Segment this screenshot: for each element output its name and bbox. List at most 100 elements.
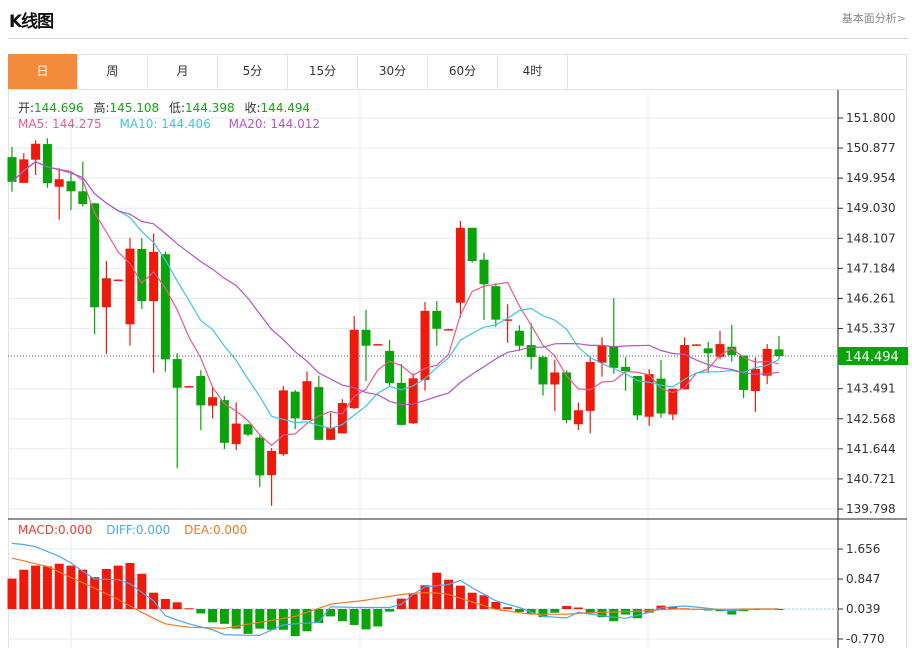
macd-bar (231, 609, 241, 629)
candle (31, 140, 41, 176)
candle (609, 298, 619, 374)
candle-body (550, 372, 560, 385)
candle (349, 316, 359, 409)
macd-bar (349, 609, 359, 625)
macd-bar (160, 598, 170, 609)
candle (196, 370, 206, 431)
macd-bar (562, 606, 572, 609)
candle-body (125, 248, 135, 325)
candle (42, 138, 52, 188)
ma20-line (11, 161, 780, 406)
current-price-badge (838, 347, 908, 366)
macd-bar (479, 595, 489, 609)
candle-body (750, 368, 760, 392)
macd-bar (113, 565, 123, 609)
macd-bar (78, 569, 88, 609)
fundamental-analysis-link[interactable]: 基本面分析> (841, 12, 906, 25)
macd-bar (503, 607, 513, 609)
candle (385, 339, 395, 386)
candle (680, 337, 690, 390)
candle-body (149, 251, 159, 302)
candle (762, 344, 772, 385)
candle (668, 388, 678, 420)
y-tick-label: 145.337 (846, 322, 896, 336)
macd-bar (278, 609, 288, 630)
macd-bar (668, 606, 678, 609)
tab-4hour[interactable]: 4时 (498, 54, 568, 89)
ma10-value: MA10: 144.406 (119, 117, 211, 131)
tab-month[interactable]: 月 (148, 54, 218, 89)
candle (101, 261, 111, 355)
tab-5min[interactable]: 5分 (218, 54, 288, 89)
candle-body (54, 179, 64, 187)
candle (750, 357, 760, 412)
y-tick-label: 149.030 (846, 201, 896, 215)
candle-body (632, 376, 642, 416)
candle (255, 434, 265, 488)
candle-body (715, 344, 725, 357)
candle-body (7, 157, 17, 182)
candle-body (78, 191, 88, 205)
candle (432, 301, 442, 346)
candle (7, 146, 17, 192)
candle (774, 336, 784, 360)
candle-body (219, 400, 229, 443)
candle-body (278, 390, 288, 455)
candle (526, 323, 536, 370)
tab-30min[interactable]: 30分 (358, 54, 428, 89)
candle (113, 279, 123, 282)
candle-body (66, 181, 76, 192)
tab-15min[interactable]: 15分 (288, 54, 358, 89)
macd-bar (538, 609, 548, 618)
close-value: 144.494 (260, 101, 311, 115)
tab-60min[interactable]: 60分 (428, 54, 498, 89)
candle-body (267, 450, 277, 476)
ma-legend: MA5: 144.275 MA10: 144.406 MA20: 144.012 (18, 117, 326, 131)
high-value: 145.108 (109, 101, 160, 115)
candle (219, 395, 229, 449)
macd-value: MACD:0.000 (18, 523, 93, 537)
candle (550, 359, 560, 412)
candle-body (196, 376, 206, 406)
macd-bar (727, 609, 737, 615)
macd-bar (455, 585, 465, 609)
y-tick-label: 149.954 (846, 171, 896, 185)
macd-bar (90, 577, 100, 609)
candle-body (326, 427, 336, 440)
candle-body (444, 329, 454, 331)
candle-body (101, 278, 111, 308)
candle-body (172, 359, 182, 388)
candle (54, 168, 64, 220)
tab-day[interactable]: 日 (8, 54, 78, 89)
close-label: 收: (244, 101, 261, 115)
macd-bar (337, 609, 347, 622)
macd-bar (361, 609, 371, 630)
candle (514, 325, 524, 351)
candle-body (90, 203, 100, 308)
candle-body (479, 259, 489, 285)
ma10-line (11, 161, 780, 430)
candle (562, 370, 572, 424)
candle (78, 161, 88, 207)
macd-bar (290, 609, 300, 637)
candle (314, 375, 324, 440)
macd-bar (184, 608, 194, 610)
macd-bar (243, 609, 253, 634)
y-tick-label: 142.568 (846, 412, 896, 426)
candle-body (290, 391, 300, 419)
candle-body (231, 423, 241, 445)
macd-bar (137, 573, 147, 609)
candle-body (621, 366, 631, 372)
macd-bar (31, 565, 41, 609)
tab-week[interactable]: 周 (78, 54, 148, 89)
candle-body (562, 372, 572, 420)
macd-bar (573, 607, 583, 609)
candle-body (644, 374, 654, 417)
macd-bar (550, 609, 560, 613)
candle (573, 402, 583, 431)
y-tick-label: 141.644 (846, 442, 896, 456)
period-tabs: 日 周 月 5分 15分 30分 60分 4时 (8, 54, 907, 90)
candle-body (184, 386, 194, 388)
macd-bar (255, 609, 265, 629)
